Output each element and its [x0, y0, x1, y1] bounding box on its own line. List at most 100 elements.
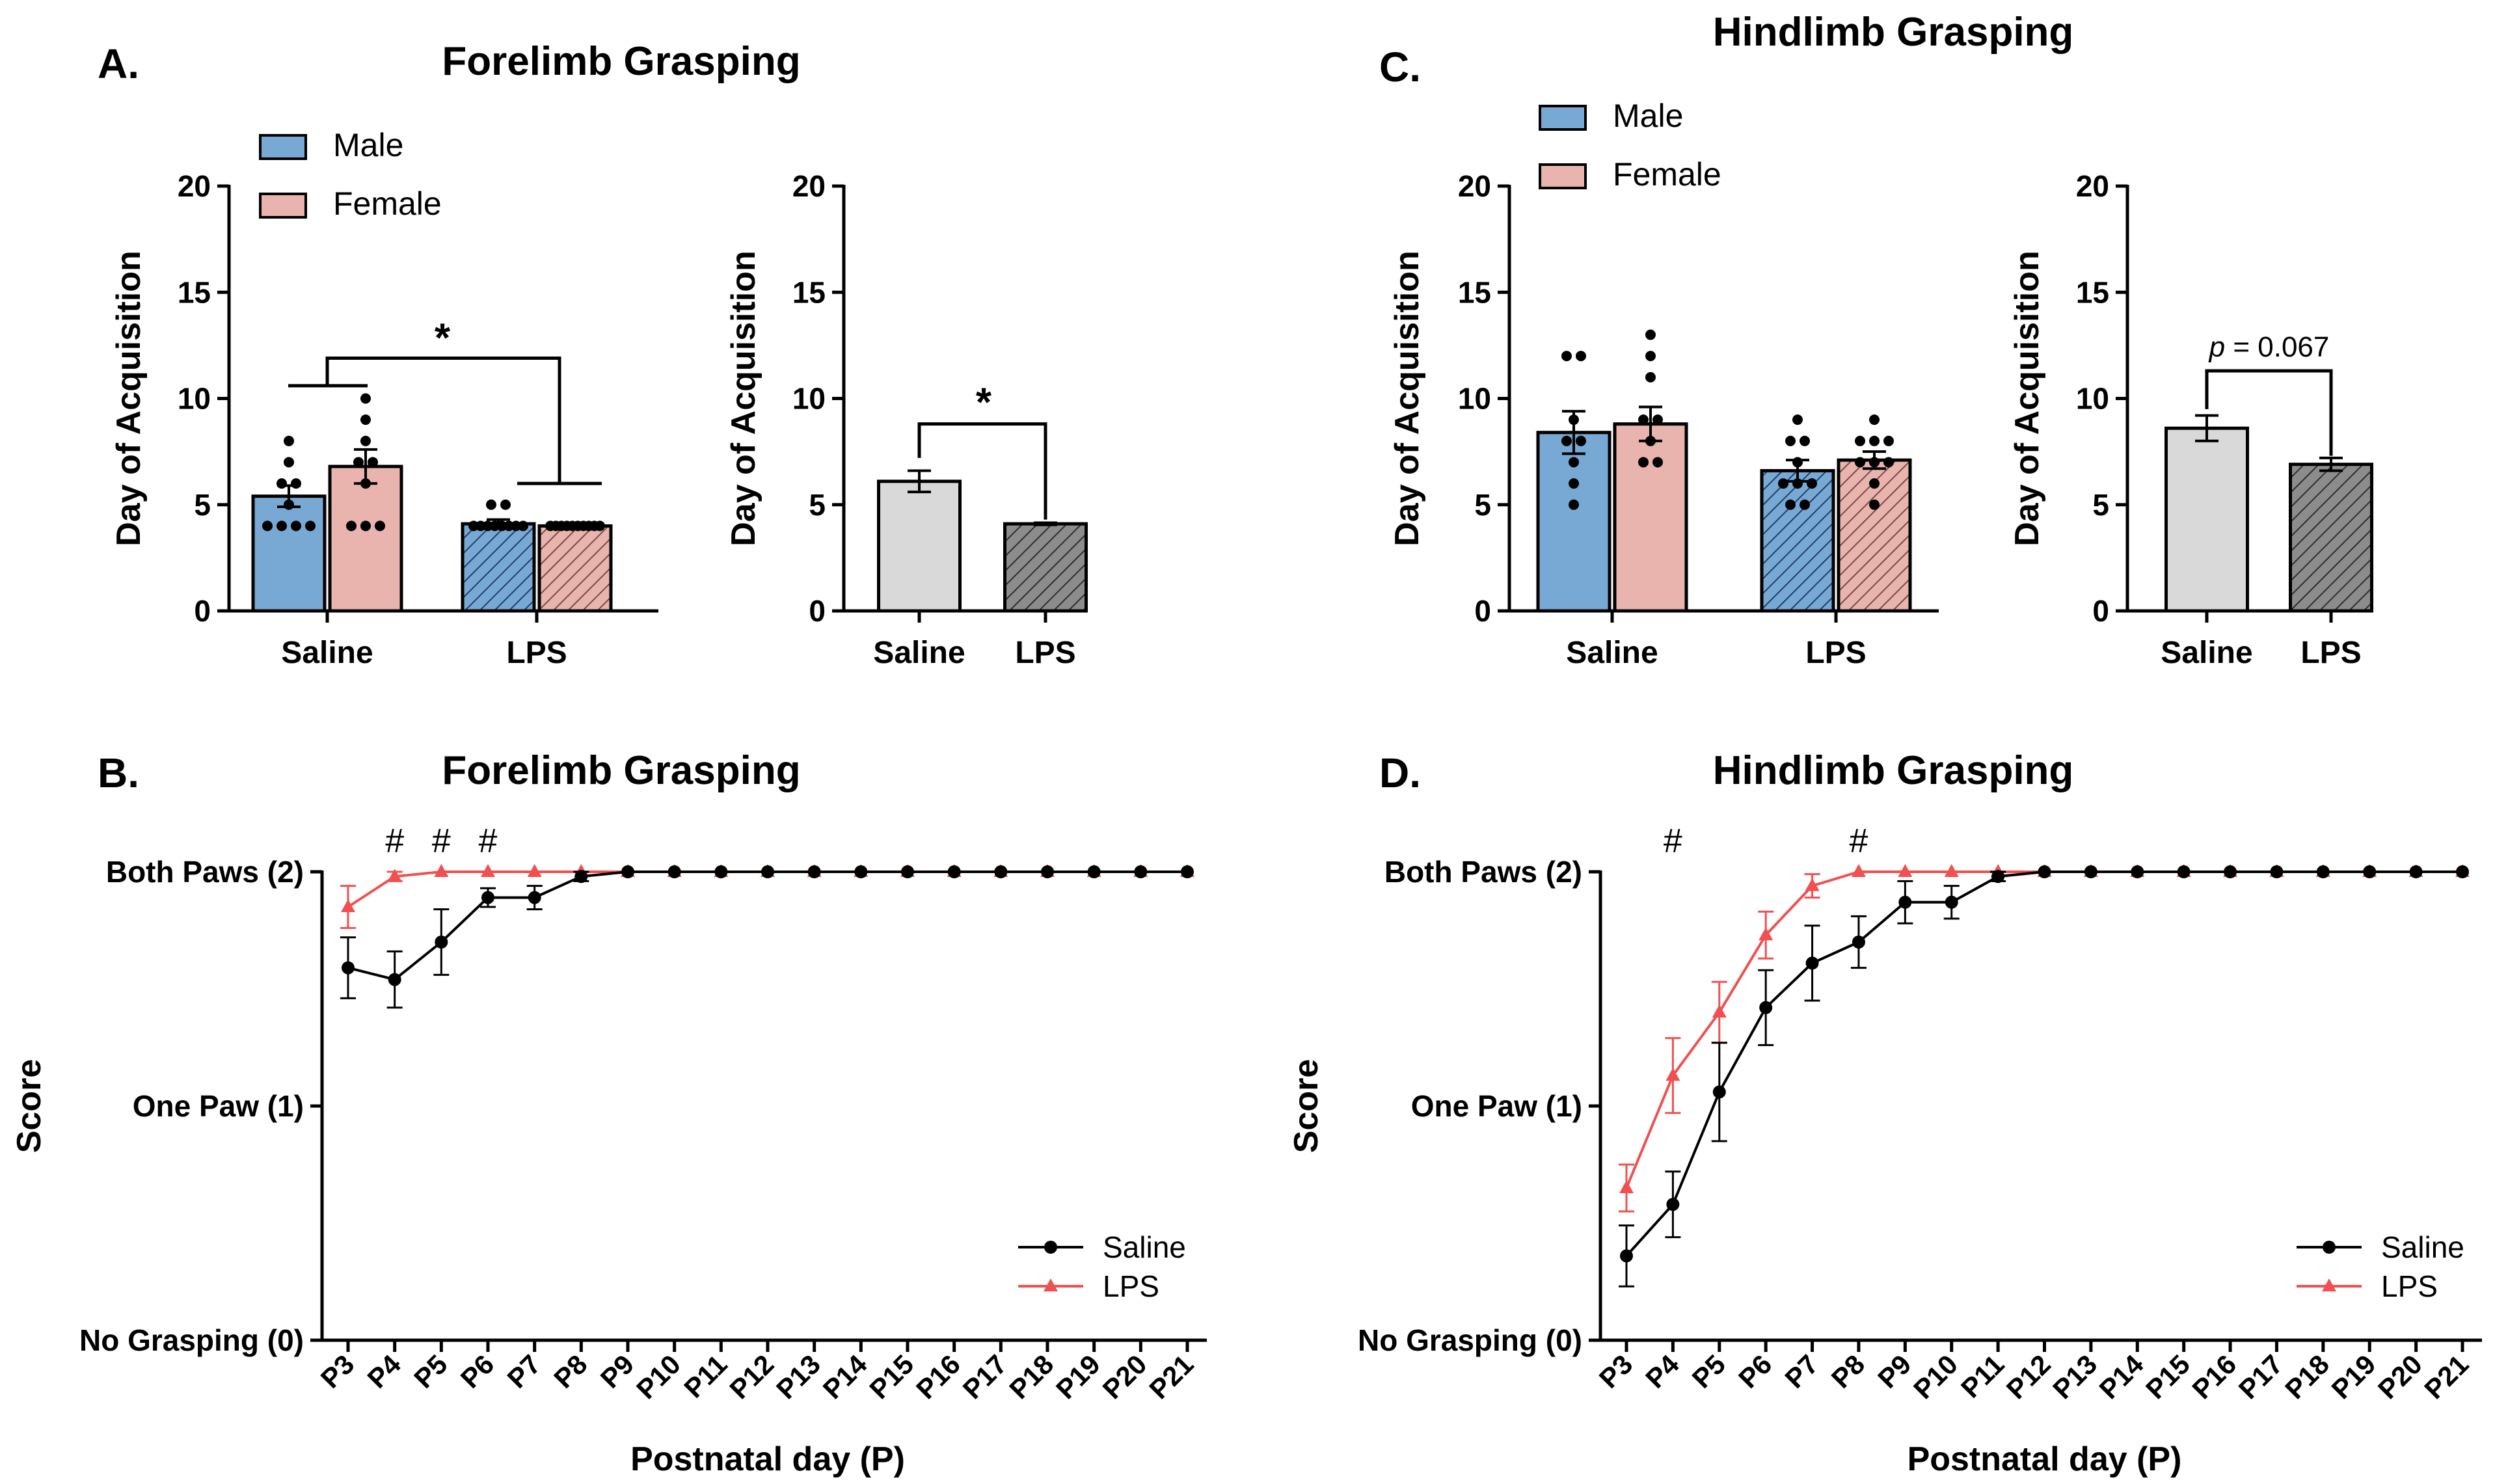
x-tick-label: P19 — [2326, 1349, 2382, 1405]
x-tick-label: P5 — [408, 1349, 453, 1394]
data-point-lps — [1851, 864, 1866, 877]
bar-lps — [1003, 522, 1088, 613]
data-point-saline — [947, 865, 961, 878]
x-tick-label: P17 — [2233, 1349, 2289, 1405]
x-tick-label: P21 — [1143, 1349, 1199, 1405]
x-tick-label: P12 — [2001, 1349, 2056, 1405]
data-point — [486, 499, 496, 510]
y-tick-label: Both Paws (2) — [1384, 855, 1582, 889]
data-point — [276, 520, 287, 532]
data-point-saline — [1041, 865, 1054, 878]
legend-swatch-male — [259, 134, 307, 160]
data-point — [1576, 351, 1586, 362]
data-point-saline — [342, 961, 355, 975]
data-point-lps — [341, 899, 355, 912]
data-point — [518, 520, 528, 532]
y-tick-label: No Grasping (0) — [1358, 1323, 1582, 1357]
data-point — [360, 435, 371, 446]
x-tick-label: P9 — [1872, 1349, 1917, 1394]
data-point-saline — [1759, 1001, 1773, 1014]
data-point-saline — [714, 865, 728, 878]
data-point-saline — [2270, 865, 2284, 878]
significance-star: * — [976, 381, 992, 425]
y-tick-label: 0 — [1474, 594, 1491, 628]
data-point — [1561, 435, 1572, 446]
data-point — [1561, 351, 1572, 362]
x-tick-label: P4 — [1639, 1349, 1685, 1394]
x-category-label: Saline — [281, 636, 373, 670]
x-tick-label: P10 — [1908, 1349, 1963, 1405]
data-point-saline — [1898, 895, 1912, 909]
series-line-saline — [347, 870, 1187, 981]
data-point-saline — [1666, 1198, 1680, 1211]
data-point — [500, 499, 511, 510]
data-point-lps — [1712, 1005, 1727, 1018]
y-axis-label: Day of Acquisition — [2008, 250, 2046, 546]
data-point-lps — [434, 864, 449, 877]
x-tick-label: P19 — [1050, 1349, 1106, 1405]
legend-label-lps: LPS — [2381, 1269, 2438, 1303]
p-value-number: = 0.067 — [2225, 331, 2329, 363]
data-point-lps — [527, 864, 542, 877]
data-point-saline — [2363, 865, 2377, 878]
data-point-saline — [2316, 865, 2330, 878]
data-point — [1869, 435, 1880, 446]
data-point-saline — [621, 865, 634, 878]
data-point — [1569, 499, 1579, 510]
data-point-saline — [1181, 865, 1194, 878]
y-tick-label: 5 — [1474, 488, 1491, 522]
data-point — [276, 478, 287, 489]
data-point-saline — [435, 936, 448, 949]
data-point — [1638, 414, 1649, 425]
legend-marker-lps — [1044, 1278, 1058, 1291]
data-point-lps — [1805, 878, 1820, 891]
chart-a-grouped-bars: 0 5 10 15 20 Day of Acquisition Saline LPS Male F… — [110, 127, 658, 670]
data-point — [375, 520, 385, 532]
data-point-saline — [1620, 1249, 1633, 1263]
data-point — [1569, 478, 1579, 489]
x-category-label: Saline — [2161, 636, 2252, 670]
data-point-lps — [481, 864, 495, 877]
data-point-saline — [528, 891, 541, 904]
data-point-saline — [481, 891, 494, 904]
data-point — [1569, 414, 1579, 425]
bar-female-saline — [1613, 422, 1688, 613]
x-tick-label: P5 — [1686, 1349, 1732, 1394]
x-category-label: LPS — [1015, 636, 1075, 670]
y-axis-label: Score — [10, 1059, 48, 1153]
y-tick-label: Both Paws (2) — [106, 855, 304, 889]
x-category-label: LPS — [2300, 636, 2361, 670]
data-point — [305, 520, 316, 532]
x-category-label: Saline — [1566, 636, 1658, 670]
data-point-lps — [1619, 1180, 1634, 1193]
data-point — [1883, 457, 1894, 468]
x-tick-label: P12 — [723, 1349, 779, 1405]
bar-saline — [2164, 426, 2249, 613]
data-point — [1792, 414, 1803, 425]
data-point — [360, 414, 371, 425]
data-point-lps — [387, 869, 402, 882]
data-point — [1807, 478, 1817, 489]
data-point — [1652, 457, 1663, 468]
data-point — [1883, 435, 1894, 446]
data-point — [360, 520, 371, 532]
data-point-saline — [1852, 936, 1865, 949]
x-tick-label: P16 — [2186, 1349, 2242, 1405]
data-point-saline — [2084, 865, 2097, 878]
legend-label-saline: Saline — [2381, 1230, 2464, 1264]
x-tick-label: P21 — [2418, 1349, 2474, 1405]
series-line-saline — [1625, 870, 2462, 1257]
data-point — [1855, 435, 1865, 446]
data-point-saline — [2131, 865, 2144, 878]
data-point — [1778, 478, 1788, 489]
x-category-label: LPS — [506, 636, 567, 670]
panel-a-title: Forelimb Grasping — [442, 39, 800, 84]
x-tick-label: P17 — [957, 1349, 1013, 1405]
x-tick-label: P6 — [455, 1349, 500, 1394]
data-point-saline — [854, 865, 868, 878]
x-tick-label: P9 — [595, 1349, 640, 1394]
panel-c-title: Hindlimb Grasping — [1713, 10, 2074, 55]
y-tick-label: One Paw (1) — [133, 1089, 304, 1123]
data-point — [1869, 457, 1880, 468]
y-tick-label: 10 — [792, 382, 826, 416]
